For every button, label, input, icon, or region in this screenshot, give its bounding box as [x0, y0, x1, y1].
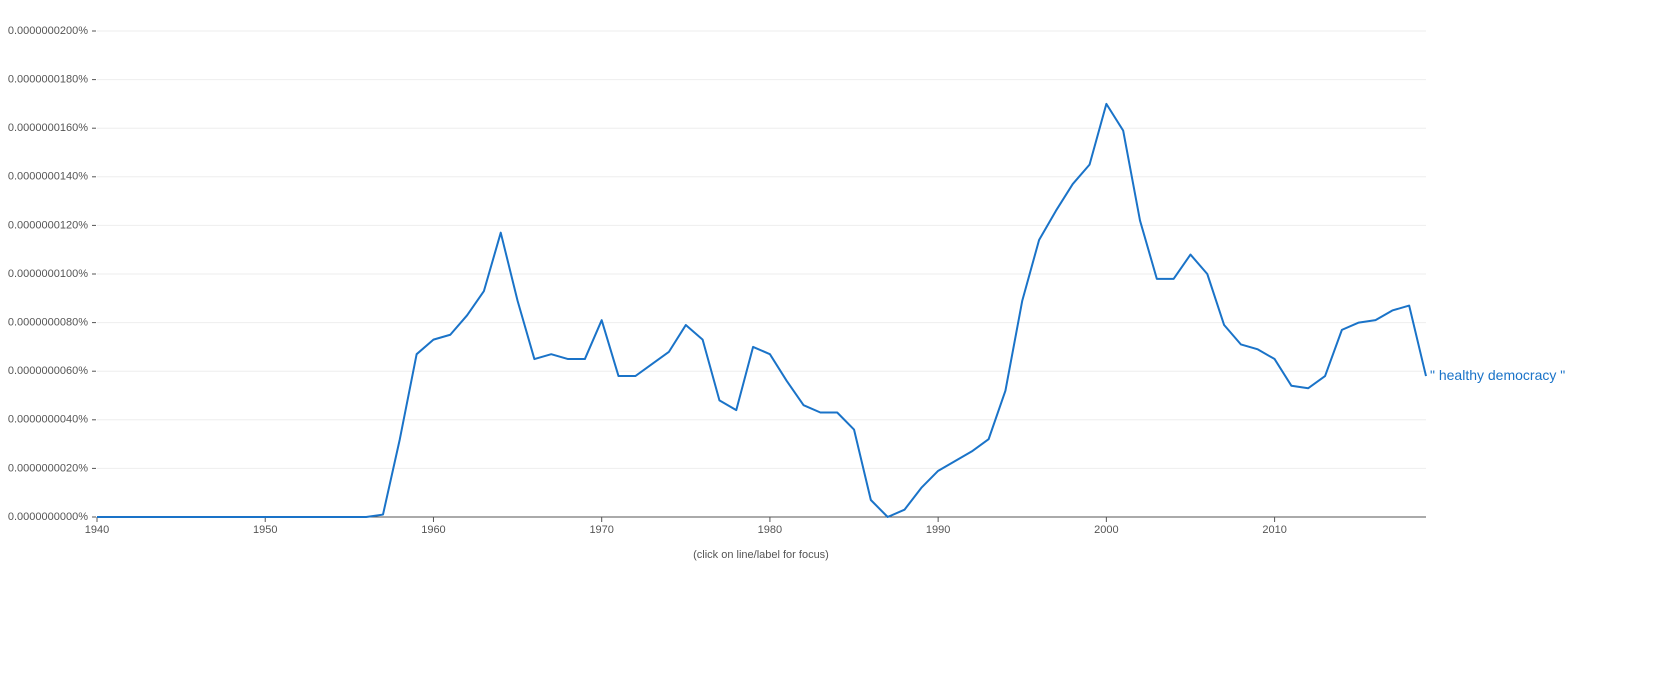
- series-line[interactable]: [97, 102, 1427, 518]
- x-tick-label: 1980: [758, 524, 782, 536]
- y-tick-label: 0.0000000060%: [8, 365, 88, 377]
- x-tick-label: 1940: [85, 524, 109, 536]
- y-tick-label: 0.0000000160%: [8, 122, 88, 134]
- series-label[interactable]: " healthy democracy ": [1430, 367, 1565, 383]
- x-tick-label: 2000: [1094, 524, 1118, 536]
- x-tick-label: 1960: [421, 524, 445, 536]
- y-tick-label: 0.0000000100%: [8, 268, 88, 280]
- annotation: (click on line/label for focus): [693, 549, 829, 561]
- x-tick-label: 2010: [1262, 524, 1286, 536]
- y-tick-label: 0.0000000180%: [8, 74, 88, 86]
- x-tick-label: 1950: [253, 524, 277, 536]
- y-tick-label: 0.0000000140%: [8, 171, 88, 183]
- y-tick-label: 0.0000000080%: [8, 317, 88, 329]
- y-tick-label: 0.0000000020%: [8, 462, 88, 474]
- y-tick-label: 0.0000000120%: [8, 219, 88, 231]
- x-tick-label: 1990: [926, 524, 950, 536]
- y-tick-label: 0.0000000040%: [8, 414, 88, 426]
- y-tick-label: 0.0000000200%: [8, 25, 88, 37]
- y-tick-label: 0.0000000000%: [8, 511, 88, 523]
- x-tick-label: 1970: [589, 524, 613, 536]
